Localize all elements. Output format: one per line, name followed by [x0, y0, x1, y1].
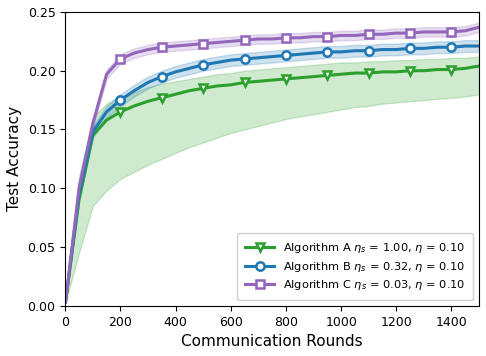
Algorithm C $\eta_s$ = 0.03, $\eta$ = 0.10	[90, 121, 96, 126]
Algorithm B $\eta_s$ = 0.32, $\eta$ = 0.10	[462, 44, 468, 48]
Algorithm A $\eta_s$ = 1.00, $\eta$ = 0.10	[407, 69, 413, 73]
Algorithm B $\eta_s$ = 0.32, $\eta$ = 0.10	[173, 70, 178, 74]
Algorithm C $\eta_s$ = 0.03, $\eta$ = 0.10	[159, 45, 165, 49]
Algorithm A $\eta_s$ = 1.00, $\eta$ = 0.10	[63, 300, 69, 304]
Algorithm C $\eta_s$ = 0.03, $\eta$ = 0.10	[435, 30, 441, 34]
Algorithm A $\eta_s$ = 1.00, $\eta$ = 0.10	[173, 92, 178, 96]
Algorithm A $\eta_s$ = 1.00, $\eta$ = 0.10	[462, 66, 468, 70]
Algorithm B $\eta_s$ = 0.32, $\eta$ = 0.10	[145, 80, 151, 85]
Algorithm B $\eta_s$ = 0.32, $\eta$ = 0.10	[159, 74, 165, 79]
Algorithm B $\eta_s$ = 0.32, $\eta$ = 0.10	[228, 58, 234, 62]
Algorithm C $\eta_s$ = 0.03, $\eta$ = 0.10	[131, 51, 137, 55]
Algorithm A $\eta_s$ = 1.00, $\eta$ = 0.10	[324, 73, 330, 78]
Algorithm A $\eta_s$ = 1.00, $\eta$ = 0.10	[76, 198, 82, 202]
Algorithm A $\eta_s$ = 1.00, $\eta$ = 0.10	[435, 67, 441, 72]
Algorithm C $\eta_s$ = 0.03, $\eta$ = 0.10	[352, 33, 358, 38]
Algorithm B $\eta_s$ = 0.32, $\eta$ = 0.10	[256, 56, 261, 60]
Algorithm C $\eta_s$ = 0.03, $\eta$ = 0.10	[407, 31, 413, 35]
Algorithm B $\eta_s$ = 0.32, $\eta$ = 0.10	[476, 44, 482, 48]
Algorithm C $\eta_s$ = 0.03, $\eta$ = 0.10	[63, 300, 69, 304]
Algorithm B $\eta_s$ = 0.32, $\eta$ = 0.10	[311, 51, 316, 55]
Algorithm B $\eta_s$ = 0.32, $\eta$ = 0.10	[76, 192, 82, 196]
Algorithm B $\eta_s$ = 0.32, $\eta$ = 0.10	[421, 46, 427, 51]
Algorithm B $\eta_s$ = 0.32, $\eta$ = 0.10	[338, 50, 344, 54]
Algorithm A $\eta_s$ = 1.00, $\eta$ = 0.10	[311, 74, 316, 79]
Algorithm A $\eta_s$ = 1.00, $\eta$ = 0.10	[214, 84, 220, 88]
Algorithm A $\eta_s$ = 1.00, $\eta$ = 0.10	[380, 70, 385, 74]
Y-axis label: Test Accuracy: Test Accuracy	[7, 106, 22, 211]
Algorithm C $\eta_s$ = 0.03, $\eta$ = 0.10	[476, 25, 482, 29]
Algorithm B $\eta_s$ = 0.32, $\eta$ = 0.10	[242, 57, 247, 61]
Algorithm A $\eta_s$ = 1.00, $\eta$ = 0.10	[338, 72, 344, 77]
Algorithm B $\eta_s$ = 0.32, $\eta$ = 0.10	[407, 46, 413, 51]
Algorithm C $\eta_s$ = 0.03, $\eta$ = 0.10	[118, 57, 123, 61]
Algorithm A $\eta_s$ = 1.00, $\eta$ = 0.10	[200, 86, 206, 90]
Algorithm B $\eta_s$ = 0.32, $\eta$ = 0.10	[200, 63, 206, 67]
Algorithm C $\eta_s$ = 0.03, $\eta$ = 0.10	[311, 35, 316, 39]
Algorithm A $\eta_s$ = 1.00, $\eta$ = 0.10	[352, 71, 358, 75]
Algorithm A $\eta_s$ = 1.00, $\eta$ = 0.10	[131, 104, 137, 108]
Algorithm C $\eta_s$ = 0.03, $\eta$ = 0.10	[256, 37, 261, 41]
Algorithm B $\eta_s$ = 0.32, $\eta$ = 0.10	[380, 47, 385, 52]
Algorithm C $\eta_s$ = 0.03, $\eta$ = 0.10	[104, 72, 109, 77]
Algorithm B $\eta_s$ = 0.32, $\eta$ = 0.10	[393, 47, 399, 52]
Algorithm C $\eta_s$ = 0.03, $\eta$ = 0.10	[449, 30, 454, 34]
Algorithm C $\eta_s$ = 0.03, $\eta$ = 0.10	[366, 32, 372, 36]
X-axis label: Communication Rounds: Communication Rounds	[181, 334, 363, 349]
Algorithm A $\eta_s$ = 1.00, $\eta$ = 0.10	[187, 89, 192, 93]
Algorithm B $\eta_s$ = 0.32, $\eta$ = 0.10	[297, 52, 303, 56]
Algorithm B $\eta_s$ = 0.32, $\eta$ = 0.10	[118, 98, 123, 102]
Algorithm A $\eta_s$ = 1.00, $\eta$ = 0.10	[449, 67, 454, 72]
Algorithm B $\eta_s$ = 0.32, $\eta$ = 0.10	[214, 61, 220, 65]
Algorithm A $\eta_s$ = 1.00, $\eta$ = 0.10	[393, 70, 399, 74]
Algorithm B $\eta_s$ = 0.32, $\eta$ = 0.10	[90, 130, 96, 134]
Algorithm B $\eta_s$ = 0.32, $\eta$ = 0.10	[449, 45, 454, 49]
Algorithm A $\eta_s$ = 1.00, $\eta$ = 0.10	[476, 64, 482, 68]
Algorithm A $\eta_s$ = 1.00, $\eta$ = 0.10	[283, 77, 289, 81]
Algorithm A $\eta_s$ = 1.00, $\eta$ = 0.10	[242, 80, 247, 85]
Algorithm B $\eta_s$ = 0.32, $\eta$ = 0.10	[366, 49, 372, 53]
Algorithm B $\eta_s$ = 0.32, $\eta$ = 0.10	[352, 49, 358, 53]
Algorithm C $\eta_s$ = 0.03, $\eta$ = 0.10	[145, 47, 151, 52]
Algorithm C $\eta_s$ = 0.03, $\eta$ = 0.10	[462, 28, 468, 33]
Algorithm A $\eta_s$ = 1.00, $\eta$ = 0.10	[366, 71, 372, 75]
Algorithm A $\eta_s$ = 1.00, $\eta$ = 0.10	[90, 133, 96, 137]
Algorithm A $\eta_s$ = 1.00, $\eta$ = 0.10	[269, 78, 275, 82]
Algorithm B $\eta_s$ = 0.32, $\eta$ = 0.10	[324, 50, 330, 54]
Algorithm C $\eta_s$ = 0.03, $\eta$ = 0.10	[338, 33, 344, 38]
Algorithm A $\eta_s$ = 1.00, $\eta$ = 0.10	[145, 99, 151, 103]
Algorithm A $\eta_s$ = 1.00, $\eta$ = 0.10	[421, 69, 427, 73]
Algorithm C $\eta_s$ = 0.03, $\eta$ = 0.10	[200, 42, 206, 46]
Algorithm A $\eta_s$ = 1.00, $\eta$ = 0.10	[228, 83, 234, 87]
Algorithm C $\eta_s$ = 0.03, $\eta$ = 0.10	[421, 30, 427, 34]
Algorithm A $\eta_s$ = 1.00, $\eta$ = 0.10	[159, 96, 165, 100]
Algorithm A $\eta_s$ = 1.00, $\eta$ = 0.10	[256, 79, 261, 83]
Algorithm B $\eta_s$ = 0.32, $\eta$ = 0.10	[63, 300, 69, 304]
Algorithm B $\eta_s$ = 0.32, $\eta$ = 0.10	[131, 89, 137, 93]
Algorithm C $\eta_s$ = 0.03, $\eta$ = 0.10	[76, 186, 82, 190]
Algorithm B $\eta_s$ = 0.32, $\eta$ = 0.10	[435, 45, 441, 49]
Algorithm C $\eta_s$ = 0.03, $\eta$ = 0.10	[242, 38, 247, 42]
Algorithm C $\eta_s$ = 0.03, $\eta$ = 0.10	[269, 37, 275, 41]
Algorithm A $\eta_s$ = 1.00, $\eta$ = 0.10	[118, 110, 123, 114]
Algorithm C $\eta_s$ = 0.03, $\eta$ = 0.10	[214, 40, 220, 44]
Algorithm A $\eta_s$ = 1.00, $\eta$ = 0.10	[297, 75, 303, 80]
Algorithm A $\eta_s$ = 1.00, $\eta$ = 0.10	[104, 118, 109, 122]
Algorithm C $\eta_s$ = 0.03, $\eta$ = 0.10	[187, 43, 192, 47]
Algorithm B $\eta_s$ = 0.32, $\eta$ = 0.10	[269, 54, 275, 59]
Algorithm C $\eta_s$ = 0.03, $\eta$ = 0.10	[297, 36, 303, 40]
Line: Algorithm A $\eta_s$ = 1.00, $\eta$ = 0.10: Algorithm A $\eta_s$ = 1.00, $\eta$ = 0.…	[61, 62, 483, 307]
Algorithm C $\eta_s$ = 0.03, $\eta$ = 0.10	[228, 39, 234, 43]
Algorithm C $\eta_s$ = 0.03, $\eta$ = 0.10	[380, 32, 385, 36]
Algorithm C $\eta_s$ = 0.03, $\eta$ = 0.10	[283, 36, 289, 40]
Legend: Algorithm A $\eta_s$ = 1.00, $\eta$ = 0.10, Algorithm B $\eta_s$ = 0.32, $\eta$ : Algorithm A $\eta_s$ = 1.00, $\eta$ = 0.…	[238, 233, 473, 300]
Algorithm C $\eta_s$ = 0.03, $\eta$ = 0.10	[393, 31, 399, 35]
Algorithm C $\eta_s$ = 0.03, $\eta$ = 0.10	[173, 44, 178, 48]
Algorithm B $\eta_s$ = 0.32, $\eta$ = 0.10	[283, 53, 289, 58]
Algorithm C $\eta_s$ = 0.03, $\eta$ = 0.10	[324, 35, 330, 39]
Line: Algorithm B $\eta_s$ = 0.32, $\eta$ = 0.10: Algorithm B $\eta_s$ = 0.32, $\eta$ = 0.…	[61, 42, 483, 307]
Algorithm B $\eta_s$ = 0.32, $\eta$ = 0.10	[104, 110, 109, 114]
Line: Algorithm C $\eta_s$ = 0.03, $\eta$ = 0.10: Algorithm C $\eta_s$ = 0.03, $\eta$ = 0.…	[61, 23, 483, 307]
Algorithm B $\eta_s$ = 0.32, $\eta$ = 0.10	[187, 66, 192, 70]
